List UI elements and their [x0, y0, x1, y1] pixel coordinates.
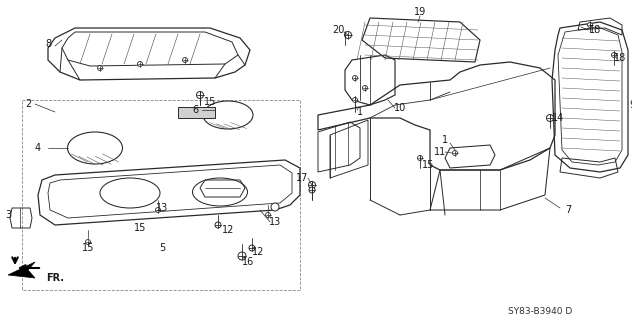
Text: 20: 20 — [332, 25, 344, 35]
Circle shape — [197, 92, 204, 99]
Text: 4: 4 — [35, 143, 41, 153]
Circle shape — [265, 212, 270, 218]
Text: 12: 12 — [252, 247, 264, 257]
Circle shape — [309, 187, 315, 193]
Circle shape — [547, 115, 554, 122]
Circle shape — [418, 156, 423, 161]
Text: 1: 1 — [442, 135, 448, 145]
Text: 1: 1 — [357, 107, 363, 117]
Text: 15: 15 — [204, 97, 216, 107]
Circle shape — [363, 85, 367, 91]
Text: 13: 13 — [156, 203, 168, 213]
Circle shape — [183, 58, 188, 62]
Text: 5: 5 — [159, 243, 165, 253]
Circle shape — [215, 222, 221, 228]
Circle shape — [612, 52, 616, 58]
Text: 18: 18 — [589, 25, 601, 35]
Text: SY83-B3940 D: SY83-B3940 D — [508, 308, 572, 316]
Circle shape — [97, 66, 102, 70]
Polygon shape — [8, 262, 35, 278]
Circle shape — [85, 239, 90, 244]
Circle shape — [353, 76, 358, 81]
Circle shape — [353, 98, 358, 102]
Text: 10: 10 — [394, 103, 406, 113]
Circle shape — [308, 181, 315, 188]
Circle shape — [453, 150, 458, 156]
Text: 8: 8 — [45, 39, 51, 49]
Circle shape — [249, 245, 255, 251]
Text: FR.: FR. — [46, 273, 64, 283]
Text: 19: 19 — [414, 7, 426, 17]
Text: 6: 6 — [192, 105, 198, 115]
Circle shape — [138, 61, 142, 67]
Circle shape — [238, 252, 246, 260]
Text: 2: 2 — [25, 99, 31, 109]
Text: 15: 15 — [82, 243, 94, 253]
Circle shape — [155, 207, 161, 212]
Text: 14: 14 — [552, 113, 564, 123]
Circle shape — [344, 31, 351, 38]
Text: 9: 9 — [629, 100, 632, 110]
Text: 15: 15 — [422, 160, 434, 170]
Circle shape — [271, 203, 279, 211]
Text: 12: 12 — [222, 225, 234, 235]
Text: 15: 15 — [134, 223, 146, 233]
Text: 13: 13 — [269, 217, 281, 227]
Text: 16: 16 — [242, 257, 254, 267]
Circle shape — [588, 22, 593, 28]
Text: 18: 18 — [614, 53, 626, 63]
Text: 7: 7 — [565, 205, 571, 215]
Text: 11: 11 — [434, 147, 446, 157]
Polygon shape — [178, 107, 215, 118]
Text: 17: 17 — [296, 173, 308, 183]
Text: 3: 3 — [5, 210, 11, 220]
